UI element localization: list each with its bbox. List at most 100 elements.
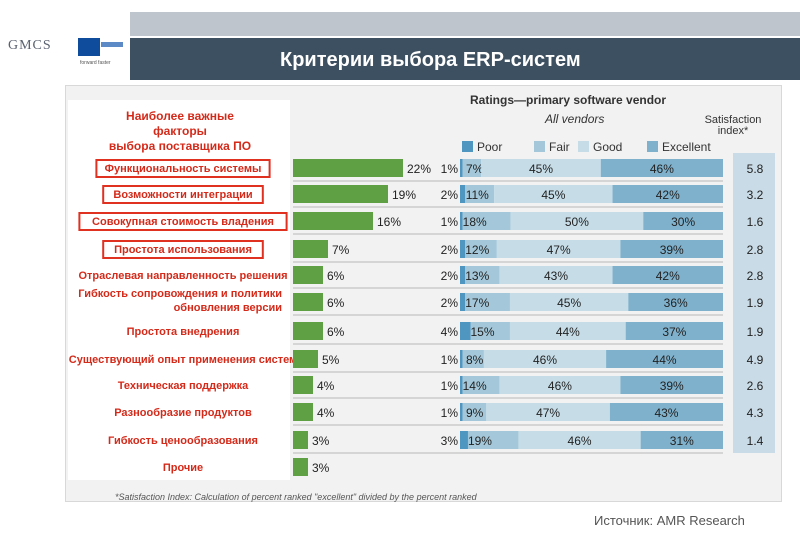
importance-bar <box>293 376 313 394</box>
left-heading-line: Наиболее важные <box>126 109 234 123</box>
excellent-label: 46% <box>650 162 674 176</box>
excellent-segment <box>640 431 723 449</box>
excellent-segment <box>600 159 723 177</box>
excellent-segment <box>625 322 723 340</box>
source-note: Источник: AMR Research <box>594 513 745 528</box>
category-label: Гибкость сопровождения и политики <box>78 288 282 300</box>
good-label: 47% <box>536 406 560 420</box>
good-label: 45% <box>541 188 565 202</box>
category-highlight-box <box>102 185 264 204</box>
poor-segment <box>460 376 463 394</box>
fair-label: 17% <box>465 296 489 310</box>
importance-bar <box>293 266 323 284</box>
satisfaction-index: 3.2 <box>747 188 764 202</box>
fair-label: 18% <box>463 215 487 229</box>
good-segment <box>496 240 621 258</box>
satisfaction-index: 2.8 <box>747 243 764 257</box>
excellent-label: 31% <box>670 434 694 448</box>
legend-swatch <box>534 141 545 152</box>
fair-segment <box>462 350 484 368</box>
satisfaction-index: 2.8 <box>747 269 764 283</box>
logo-area: GMCS forward faster <box>0 0 128 90</box>
importance-bar <box>293 350 318 368</box>
legend-swatch <box>462 141 473 152</box>
excellent-segment <box>612 266 723 284</box>
fair-segment <box>465 240 497 258</box>
excellent-label: 42% <box>656 269 680 283</box>
category-label: Гибкость ценообразования <box>108 435 258 447</box>
good-segment <box>509 322 626 340</box>
good-segment <box>481 159 601 177</box>
importance-label: 3% <box>312 434 330 448</box>
good-label: 45% <box>557 296 581 310</box>
fair-label: 8% <box>466 353 484 367</box>
poor-label: 1% <box>441 379 459 393</box>
partner-logo-tagline: forward faster <box>80 60 111 66</box>
good-segment <box>494 185 613 203</box>
fair-segment <box>467 431 519 449</box>
poor-segment <box>460 350 463 368</box>
category-highlight-box <box>102 240 264 259</box>
excellent-segment <box>606 350 723 368</box>
importance-bar <box>293 240 328 258</box>
poor-label: 1% <box>441 215 459 229</box>
excellent-segment <box>628 293 723 311</box>
poor-segment <box>460 185 466 203</box>
category-label: Разнообразие продуктов <box>114 407 252 419</box>
fair-label: 19% <box>468 434 492 448</box>
importance-bar <box>293 322 323 340</box>
legend-label: Fair <box>549 140 570 154</box>
poor-label: 3% <box>441 434 459 448</box>
left-heading-line: выбора поставщика ПО <box>109 139 251 153</box>
legend-label: Poor <box>477 140 502 154</box>
fair-segment <box>462 159 482 177</box>
category-label: Простота использования <box>114 244 252 256</box>
good-segment <box>510 212 644 230</box>
good-label: 43% <box>544 269 568 283</box>
category-label: обновления версии <box>174 302 282 314</box>
good-label: 47% <box>547 243 571 257</box>
good-segment <box>518 431 641 449</box>
excellent-label: 36% <box>664 296 688 310</box>
excellent-label: 30% <box>671 215 695 229</box>
good-label: 45% <box>529 162 553 176</box>
fair-label: 11% <box>466 188 489 202</box>
importance-label: 6% <box>327 296 345 310</box>
importance-label: 5% <box>322 353 340 367</box>
poor-label: 1% <box>441 162 459 176</box>
satisfaction-title-line: index* <box>718 125 749 137</box>
importance-label: 6% <box>327 325 345 339</box>
fair-segment <box>470 322 510 340</box>
poor-segment <box>460 293 466 311</box>
importance-label: 3% <box>312 461 330 475</box>
gmcs-logo: GMCS <box>8 38 52 53</box>
excellent-segment <box>620 376 723 394</box>
excellent-label: 42% <box>656 188 680 202</box>
ratings-subtitle: All vendors <box>544 112 604 126</box>
satisfaction-title-line: Satisfaction <box>705 114 762 126</box>
fair-label: 12% <box>465 243 489 257</box>
fair-segment <box>465 293 510 311</box>
poor-segment <box>460 403 463 421</box>
excellent-label: 39% <box>660 243 684 257</box>
satisfaction-index: 4.9 <box>747 353 764 367</box>
poor-label: 4% <box>441 325 459 339</box>
category-label: Возможности интеграции <box>113 189 252 201</box>
importance-bar <box>293 458 308 476</box>
title-band <box>130 38 800 80</box>
slide-title: Критерии выбора ERP-систем <box>280 49 581 71</box>
importance-bar <box>293 212 373 230</box>
importance-bar <box>293 403 313 421</box>
good-segment <box>483 350 607 368</box>
excellent-label: 39% <box>660 379 684 393</box>
fair-segment <box>465 266 500 284</box>
satisfaction-index: 1.6 <box>747 215 764 229</box>
left-heading-line: факторы <box>153 124 207 138</box>
fair-label: 13% <box>465 269 489 283</box>
category-label: Существующий опыт применения систем <box>69 354 297 366</box>
good-segment <box>499 266 613 284</box>
fair-label: 7% <box>466 162 484 176</box>
satisfaction-index: 5.8 <box>747 162 764 176</box>
category-label: Прочие <box>163 462 203 474</box>
good-label: 44% <box>556 325 580 339</box>
